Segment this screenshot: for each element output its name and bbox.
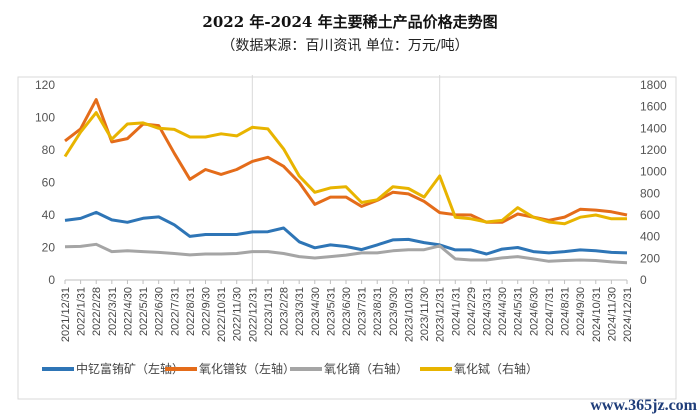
x-tick-label: 2022/7/31 — [169, 287, 181, 336]
x-tick-label: 2024/1/31 — [450, 287, 462, 336]
chart-frame — [17, 76, 677, 400]
left-tick-label: 40 — [42, 208, 56, 222]
right-tick-label: 1800 — [640, 78, 667, 92]
x-tick-label: 2024/11/30 — [606, 287, 618, 341]
right-tick-label: 600 — [640, 208, 660, 222]
x-tick-label: 2022/11/30 — [232, 287, 244, 341]
x-tick-label: 2024/5/31 — [513, 287, 525, 336]
x-tick-label: 2023/10/31 — [403, 287, 415, 342]
x-tick-label: 2023/5/31 — [325, 287, 337, 336]
x-axis: 2021/12/31 2022/1/31 2022/2/28 2022/3/31 202… — [60, 279, 634, 342]
left-tick-label: 60 — [42, 176, 56, 190]
left-tick-label: 120 — [35, 78, 55, 92]
legend-label: 氧化镝（右轴） — [324, 361, 408, 376]
right-tick-label: 400 — [640, 230, 660, 244]
left-tick-label: 80 — [42, 143, 56, 157]
right-tick-label: 1400 — [640, 121, 667, 135]
right-tick-label: 1200 — [640, 143, 667, 157]
right-tick-label: 1000 — [640, 165, 667, 179]
x-tick-label: 2023/7/31 — [357, 287, 369, 336]
x-tick-label: 2024/12/31 — [622, 287, 634, 342]
left-tick-label: 20 — [42, 241, 56, 255]
x-tick-label: 2021/12/31 — [60, 287, 72, 342]
right-tick-label: 1600 — [640, 100, 667, 114]
chart-title: 2022 年-2024 年主要稀土产品价格走势图 — [202, 13, 497, 31]
x-tick-label: 2023/1/31 — [263, 287, 275, 336]
x-tick-label: 2023/12/31 — [435, 287, 447, 342]
watermark: www.365jz.com — [590, 397, 697, 414]
left-tick-label: 100 — [35, 111, 55, 125]
right-tick-label: 800 — [640, 186, 660, 200]
x-tick-label: 2022/9/30 — [201, 287, 213, 336]
x-tick-label: 2022/12/31 — [247, 287, 259, 342]
right-axis-ticks: 0 200 400 600 800 1000 1200 1400 1600 1800 — [640, 78, 667, 287]
right-tick-label: 0 — [640, 273, 647, 287]
x-tick-label: 2022/8/31 — [185, 287, 197, 336]
series-line-2 — [64, 242, 628, 265]
legend-label: 氧化铽（右轴） — [454, 361, 538, 376]
series-lines — [63, 98, 628, 265]
x-tick-label: 2024/6/30 — [528, 287, 540, 336]
x-tick-label: 2024/10/31 — [591, 287, 603, 342]
x-tick-label: 2024/4/30 — [497, 287, 509, 336]
x-tick-label: 2023/3/31 — [294, 287, 306, 336]
legend-label: 氧化镨钕（左轴） — [199, 361, 295, 376]
x-tick-label: 2022/10/31 — [216, 287, 228, 342]
x-tick-label: 2022/2/28 — [91, 287, 103, 336]
x-tick-label: 2024/3/31 — [482, 287, 494, 336]
x-tick-label: 2022/6/30 — [154, 287, 166, 336]
x-tick-label: 2023/6/30 — [341, 287, 353, 336]
x-tick-label: 2024/2/29 — [466, 287, 478, 336]
x-tick-label: 2022/1/31 — [76, 287, 88, 336]
x-tick-label: 2023/9/30 — [388, 287, 400, 336]
x-tick-label: 2023/2/28 — [279, 287, 291, 336]
series-line-0 — [64, 210, 628, 256]
x-tick-label: 2022/5/31 — [138, 287, 150, 336]
x-tick-label: 2023/4/30 — [310, 287, 322, 336]
left-axis-ticks: 0 20 40 60 80 100 120 — [35, 78, 55, 287]
x-tick-label: 2023/11/30 — [419, 287, 431, 341]
series-line-3 — [63, 111, 627, 226]
x-tick-label: 2024/9/30 — [575, 287, 587, 336]
legend-label: 中钇富铕矿（左轴） — [76, 361, 184, 376]
right-tick-label: 200 — [640, 251, 660, 265]
legend: 中钇富铕矿（左轴） 氧化镨钕（左轴） 氧化镝（右轴） 氧化铽（右轴） — [42, 361, 538, 376]
chart-subtitle: （数据来源：百川资讯 单位：万元/吨） — [221, 38, 468, 54]
x-tick-label: 2022/3/31 — [107, 287, 119, 336]
x-tick-label: 2023/8/31 — [372, 287, 384, 336]
x-tick-label: 2024/7/31 — [544, 287, 556, 336]
x-tick-label: 2022/4/30 — [122, 287, 134, 336]
left-tick-label: 0 — [48, 273, 55, 287]
x-tick-label: 2024/8/31 — [560, 287, 572, 336]
